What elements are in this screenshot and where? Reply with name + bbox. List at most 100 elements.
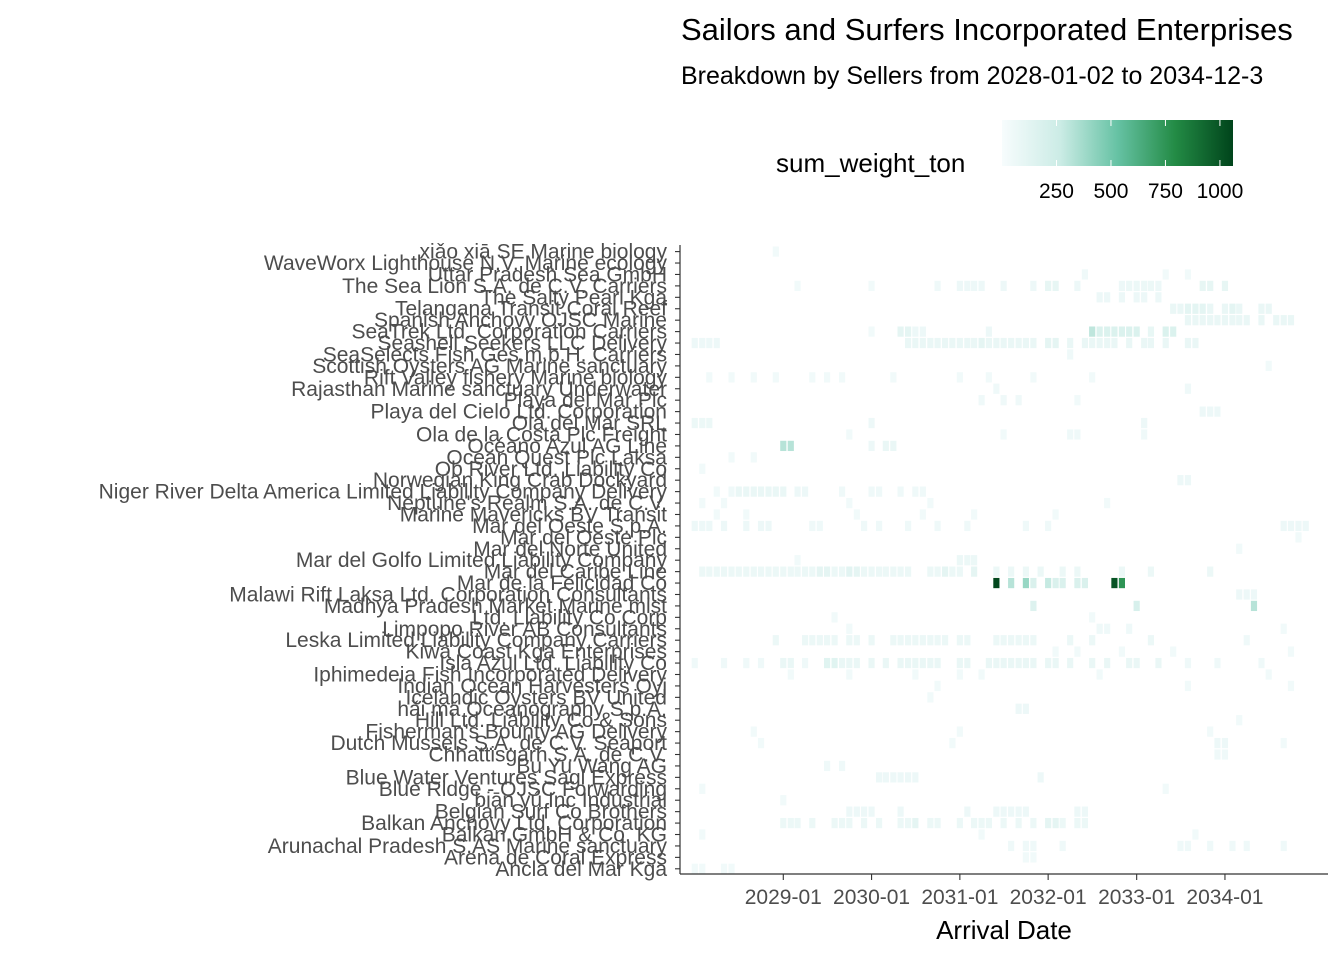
heatmap-cell <box>853 566 860 577</box>
heatmap-cell <box>912 635 919 646</box>
heatmap-cell <box>1162 269 1169 280</box>
heatmap-cell <box>949 566 956 577</box>
heatmap-cell <box>956 372 963 383</box>
heatmap-cell <box>1170 646 1177 657</box>
heatmap-cell <box>1250 600 1258 612</box>
x-tick-label: 2032-01 <box>1010 886 1087 909</box>
heatmap-cell <box>780 817 787 829</box>
heatmap-cell <box>853 806 860 817</box>
heatmap-cell <box>1000 657 1007 669</box>
heatmap-cell <box>964 337 971 349</box>
heatmap-cell <box>985 326 992 337</box>
heatmap-cell <box>956 635 963 646</box>
heatmap-cell <box>1008 657 1015 669</box>
heatmap-cell <box>1045 817 1052 829</box>
heatmap-cell <box>1184 315 1192 326</box>
heatmap-cell <box>1030 280 1037 291</box>
heatmap-cell <box>868 806 875 817</box>
heatmap-cell <box>1074 646 1081 657</box>
heatmap-cell <box>699 566 706 577</box>
heatmap-cell <box>1052 817 1059 829</box>
heatmap-cell <box>897 486 904 497</box>
y-tick-label: WaveWorx Lighthouse N.V. Marine ecology <box>264 252 668 275</box>
y-tick-label: Blue Ridge - OJSC Forwarding <box>379 778 667 801</box>
heatmap-cell <box>1214 737 1221 749</box>
heatmap-cell <box>860 806 868 817</box>
heatmap-cell <box>1008 635 1015 646</box>
heatmap-cell <box>1111 326 1118 337</box>
heatmap-cell <box>1022 635 1029 646</box>
heatmap-cell <box>934 657 941 669</box>
heatmap-cell <box>1118 566 1125 577</box>
heatmap-cell <box>1022 337 1029 349</box>
heatmap-cell <box>1015 703 1022 714</box>
heatmap-cell <box>868 417 875 429</box>
y-tick-label: Iphimedeia Fish Incorporated Delivery <box>313 663 667 686</box>
heatmap-cell <box>1243 315 1250 326</box>
heatmap-cell <box>801 635 809 646</box>
heatmap-cell <box>905 635 912 646</box>
heatmap-cell <box>1118 646 1125 657</box>
heatmap-cell <box>706 372 713 383</box>
y-tick-label: Malawi Rift Laksa Ltd. Corporation Consu… <box>229 583 667 606</box>
heatmap-cell <box>787 440 794 452</box>
heatmap-cell <box>743 520 750 532</box>
heatmap-cell <box>1052 337 1059 349</box>
heatmap-cell <box>757 520 765 532</box>
heatmap-cell <box>1184 269 1192 280</box>
heatmap-cell <box>1104 326 1111 337</box>
heatmap-cell <box>1074 566 1081 577</box>
heatmap-cell <box>1015 635 1022 646</box>
heatmap-cell <box>1000 817 1007 829</box>
heatmap-cell <box>1030 600 1037 612</box>
y-tick-label: Mar del Golfo Limited Liability Company <box>296 549 668 572</box>
heatmap-cell <box>1147 326 1155 337</box>
heatmap-cell <box>1022 577 1029 589</box>
heatmap-cell <box>699 497 706 509</box>
heatmap-cell <box>1221 315 1229 326</box>
heatmap-cell <box>1207 280 1214 291</box>
heatmap-cell <box>1192 315 1199 326</box>
heatmap-cell <box>699 863 706 874</box>
heatmap-cell <box>1008 337 1015 349</box>
heatmap-cell <box>816 566 823 577</box>
heatmap-cell <box>743 566 750 577</box>
heatmap-cell <box>838 372 846 383</box>
heatmap-cell <box>1000 395 1007 406</box>
y-tick-label: Ocean Quest Plc Laksa <box>446 446 667 469</box>
heatmap-cell <box>809 372 816 383</box>
heatmap-cell <box>831 566 838 577</box>
heatmap-cell <box>1052 657 1059 669</box>
heatmap-cell <box>971 337 978 349</box>
heatmap-cell <box>978 280 985 291</box>
heatmap-cell <box>964 806 971 817</box>
heatmap-cell <box>801 486 809 497</box>
heatmap-cell <box>780 657 787 669</box>
heatmap-cell <box>1045 280 1052 291</box>
heatmap-cell <box>993 635 1000 646</box>
heatmap-cell <box>780 440 787 452</box>
heatmap-cell <box>860 817 868 829</box>
heatmap-cell <box>964 520 971 532</box>
heatmap-cell <box>1250 589 1258 600</box>
heatmap-cell <box>978 817 985 829</box>
heatmap-cell <box>1067 657 1074 669</box>
heatmap-cell <box>1096 623 1103 634</box>
heatmap-cell <box>882 566 889 577</box>
heatmap-cell <box>801 566 809 577</box>
y-tick-label: SeaSelects Fish Ges.m.b.H. Carriers <box>323 343 667 366</box>
heatmap-cell <box>699 417 706 429</box>
heatmap-cell <box>890 440 897 452</box>
heatmap-cell <box>1074 817 1081 829</box>
y-tick-label: Ola de la Costa Plc Freight <box>416 423 667 446</box>
heatmap-cell <box>934 337 941 349</box>
heatmap-cell <box>1199 303 1206 314</box>
heatmap-cell <box>1155 280 1162 291</box>
heatmap-cell <box>905 772 912 783</box>
heatmap-cell <box>1221 737 1229 749</box>
heatmap-cell <box>720 566 728 577</box>
heatmap-cell <box>993 566 1000 577</box>
y-tick-label: Blue Water Ventures Sagl Express <box>346 766 667 789</box>
heatmap-cell <box>964 635 971 646</box>
heatmap-cell <box>1022 806 1029 817</box>
